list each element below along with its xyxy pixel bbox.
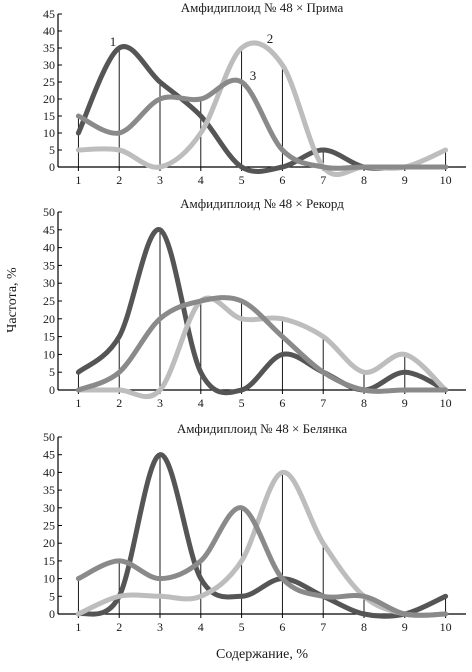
chart-panel-3: Амфидиплоид № 48 × Белянка05101520253035… — [43, 421, 466, 634]
x-tick-label: 4 — [198, 396, 204, 410]
y-tick-label: 45 — [43, 223, 55, 237]
x-tick-label: 1 — [75, 396, 81, 410]
x-tick-label: 1 — [75, 620, 81, 634]
y-tick-label: 0 — [49, 383, 55, 397]
x-tick-label: 6 — [279, 620, 285, 634]
x-tick-label: 4 — [198, 173, 204, 187]
x-tick-label: 3 — [157, 396, 163, 410]
x-tick-label: 9 — [402, 173, 408, 187]
chart-panel-1: Амфидиплоид № 48 × Прима0510152025303540… — [43, 0, 466, 187]
x-tick-label: 9 — [402, 396, 408, 410]
curve-label-1: 1 — [110, 34, 117, 49]
x-tick-label: 8 — [361, 173, 367, 187]
x-tick-label: 5 — [239, 396, 245, 410]
y-tick-label: 40 — [43, 24, 55, 38]
y-tick-label: 20 — [43, 536, 55, 550]
x-tick-label: 10 — [440, 173, 452, 187]
y-tick-label: 15 — [43, 109, 55, 123]
chart-title: Амфидиплоид № 48 × Рекорд — [180, 196, 344, 211]
x-tick-label: 3 — [157, 620, 163, 634]
y-tick-label: 45 — [43, 448, 55, 462]
series-line-2 — [75, 469, 449, 618]
y-tick-label: 5 — [49, 365, 55, 379]
y-axis-title: Частота, % — [5, 267, 20, 333]
curve-label-3: 3 — [250, 68, 257, 83]
y-tick-label: 5 — [49, 143, 55, 157]
y-tick-label: 20 — [43, 92, 55, 106]
chart-title: Амфидиплоид № 48 × Прима — [181, 0, 344, 15]
y-tick-label: 50 — [43, 430, 55, 444]
y-tick-label: 25 — [43, 519, 55, 533]
x-tick-label: 4 — [198, 620, 204, 634]
x-tick-label: 5 — [239, 620, 245, 634]
x-tick-label: 7 — [320, 620, 326, 634]
y-tick-label: 35 — [43, 41, 55, 55]
y-tick-label: 10 — [43, 347, 55, 361]
x-tick-label: 2 — [116, 173, 122, 187]
x-tick-label: 8 — [361, 396, 367, 410]
x-tick-label: 9 — [402, 620, 408, 634]
series-line-3 — [75, 295, 449, 394]
y-tick-label: 35 — [43, 258, 55, 272]
y-tick-label: 0 — [49, 160, 55, 174]
x-tick-label: 7 — [320, 173, 326, 187]
y-tick-label: 10 — [43, 126, 55, 140]
x-tick-label: 10 — [440, 396, 452, 410]
y-tick-label: 25 — [43, 294, 55, 308]
chart-panel-2: Амфидиплоид № 48 × Рекорд051015202530354… — [43, 196, 466, 410]
y-tick-label: 40 — [43, 241, 55, 255]
x-tick-label: 2 — [116, 396, 122, 410]
y-tick-label: 25 — [43, 75, 55, 89]
y-tick-label: 20 — [43, 312, 55, 326]
series-line-1 — [75, 227, 449, 396]
y-tick-label: 15 — [43, 554, 55, 568]
y-tick-label: 50 — [43, 205, 55, 219]
x-tick-label: 10 — [440, 620, 452, 634]
x-tick-label: 5 — [239, 173, 245, 187]
x-axis-title: Содержание, % — [216, 647, 308, 662]
series-line-2 — [75, 295, 449, 400]
x-tick-label: 1 — [75, 173, 81, 187]
series-line-3 — [75, 505, 449, 618]
x-tick-label: 6 — [279, 396, 285, 410]
x-tick-label: 2 — [116, 620, 122, 634]
y-tick-label: 30 — [43, 501, 55, 515]
y-tick-label: 15 — [43, 330, 55, 344]
series-line-1 — [75, 452, 449, 619]
curve-label-2: 2 — [267, 31, 274, 46]
y-tick-label: 45 — [43, 7, 55, 21]
y-tick-label: 30 — [43, 58, 55, 72]
y-tick-label: 30 — [43, 276, 55, 290]
chart-title: Амфидиплоид № 48 × Белянка — [177, 421, 348, 436]
y-tick-label: 35 — [43, 483, 55, 497]
y-tick-label: 5 — [49, 589, 55, 603]
x-tick-label: 7 — [320, 396, 326, 410]
series-line-3 — [75, 77, 449, 171]
y-tick-label: 10 — [43, 572, 55, 586]
x-tick-label: 6 — [279, 173, 285, 187]
x-tick-label: 3 — [157, 173, 163, 187]
y-tick-label: 40 — [43, 465, 55, 479]
x-tick-label: 8 — [361, 620, 367, 634]
y-tick-label: 0 — [49, 607, 55, 621]
